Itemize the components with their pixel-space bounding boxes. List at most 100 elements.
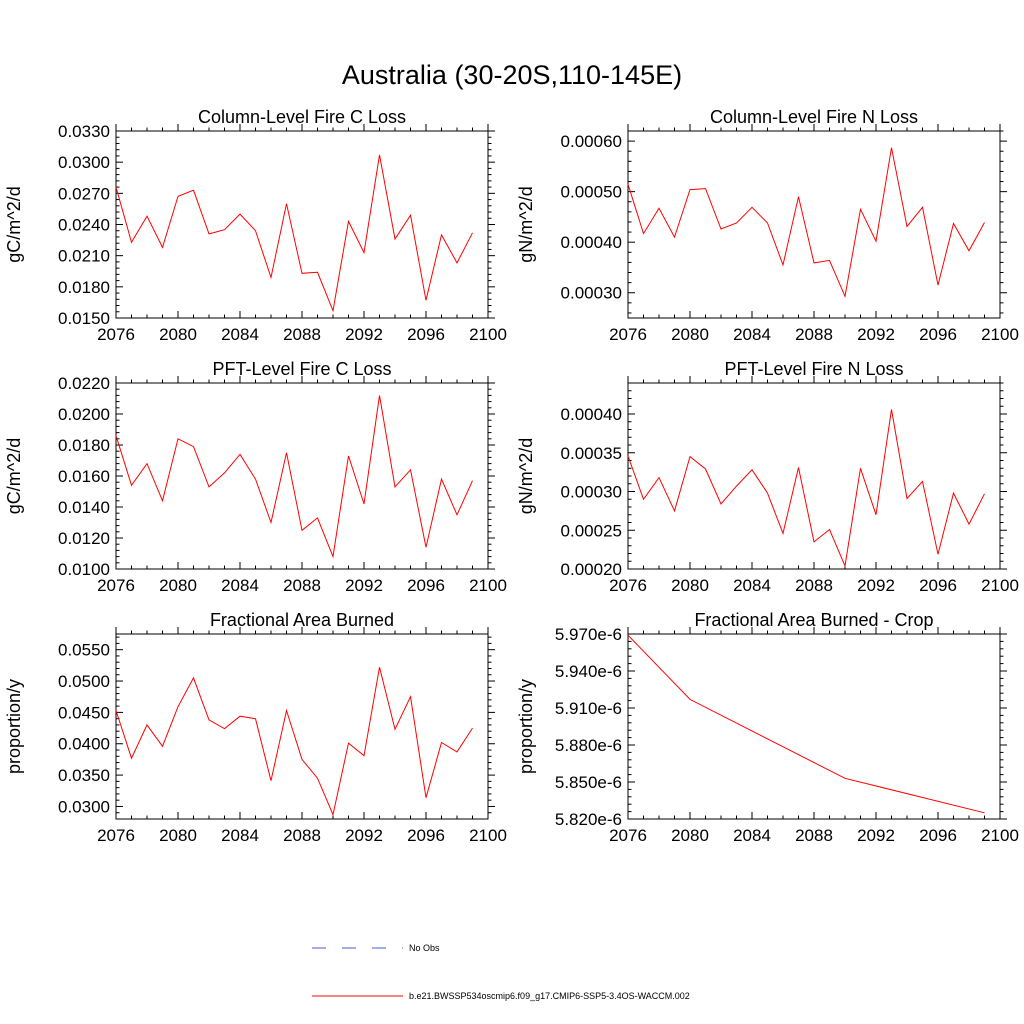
x-tick-label: 2092 (345, 576, 383, 595)
panel-title: PFT-Level Fire N Loss (724, 359, 903, 379)
series-line (115, 667, 473, 817)
plot-frame (627, 633, 1001, 820)
y-tick-label: 0.0210 (58, 247, 110, 266)
x-tick-label: 2096 (407, 325, 445, 344)
x-tick-label: 2080 (671, 826, 709, 845)
x-tick-label: 2084 (733, 325, 771, 344)
y-tick-label: 0.0200 (58, 405, 110, 424)
y-tick-label: 0.0120 (58, 529, 110, 548)
y-tick-label: 0.0100 (58, 560, 110, 579)
y-tick-label: 0.0450 (58, 703, 110, 722)
x-tick-label: 2084 (221, 826, 259, 845)
y-tick-label: 0.0180 (58, 278, 110, 297)
x-tick-label: 2096 (919, 325, 957, 344)
x-tick-label: 2092 (345, 325, 383, 344)
panel-5: Fractional Area Burned proportion/y 2076 20… (4, 610, 507, 845)
y-tick-label: 0.0150 (58, 309, 110, 328)
x-tick-label: 2092 (345, 826, 383, 845)
y-tick-label: 5.880e-6 (555, 736, 622, 755)
x-tick-label: 2100 (981, 325, 1019, 344)
x-tick-label: 2088 (795, 325, 833, 344)
y-tick-label: 0.00025 (561, 521, 622, 540)
y-tick-label: 0.0160 (58, 467, 110, 486)
plot-frame (115, 633, 489, 820)
y-tick-label: 0.0330 (58, 122, 110, 141)
y-tick-label: 0.0220 (58, 374, 110, 393)
x-tick-label: 2092 (857, 576, 895, 595)
panel-title: Fractional Area Burned - Crop (694, 610, 933, 630)
y-tick-label: 0.00030 (561, 483, 622, 502)
y-tick-label: 0.0240 (58, 216, 110, 235)
x-tick-label: 2100 (469, 826, 507, 845)
y-tick-label: 0.00035 (561, 444, 622, 463)
y-tick-label: 0.0400 (58, 735, 110, 754)
x-tick-label: 2080 (671, 325, 709, 344)
panel-6: Fractional Area Burned - Crop proportion/… (516, 610, 1019, 845)
y-axis-label: gN/m^2/d (516, 438, 536, 514)
x-tick-label: 2076 (97, 325, 135, 344)
x-tick-label: 2076 (609, 576, 647, 595)
panel-1: Column-Level Fire C Loss gC/m^2/d 2076 2080… (4, 107, 507, 344)
x-tick-label: 2080 (159, 826, 197, 845)
x-tick-label: 2076 (609, 826, 647, 845)
x-tick-label: 2096 (407, 826, 445, 845)
y-tick-label: 0.0550 (58, 641, 110, 660)
y-tick-label: 0.00040 (561, 405, 622, 424)
x-tick-label: 2084 (733, 576, 771, 595)
y-tick-label: 0.00060 (561, 132, 622, 151)
y-tick-label: 0.00050 (561, 183, 622, 202)
x-tick-label: 2076 (609, 325, 647, 344)
plot-frame (627, 130, 1001, 319)
y-tick-label: 5.850e-6 (555, 773, 622, 792)
series-line (627, 409, 985, 568)
y-tick-label: 5.940e-6 (555, 662, 622, 681)
x-tick-label: 2100 (469, 325, 507, 344)
chart-panels: Column-Level Fire C Loss gC/m^2/d 2076 2080… (4, 107, 1019, 845)
x-tick-label: 2076 (97, 826, 135, 845)
y-tick-label: 5.820e-6 (555, 810, 622, 829)
y-tick-label: 0.0350 (58, 766, 110, 785)
y-tick-label: 5.910e-6 (555, 699, 622, 718)
series-line (115, 154, 473, 313)
x-tick-label: 2076 (97, 576, 135, 595)
plot-frame (115, 382, 489, 570)
x-tick-label: 2088 (283, 826, 321, 845)
y-axis-label: proportion/y (516, 679, 536, 774)
plot-frame (115, 130, 489, 319)
x-tick-label: 2100 (981, 576, 1019, 595)
figure-title: Australia (30-20S,110-145E) (342, 60, 682, 90)
y-tick-label: 0.00030 (561, 284, 622, 303)
legend: No Obs b.e21.BWSSP534oscmip6.f09_g17.CMI… (312, 943, 690, 1001)
x-tick-label: 2084 (221, 576, 259, 595)
panel-3: PFT-Level Fire C Loss gC/m^2/d 2076 2080 208… (4, 359, 507, 595)
y-tick-label: 0.0140 (58, 498, 110, 517)
y-tick-label: 0.0270 (58, 184, 110, 203)
y-tick-label: 0.0300 (58, 797, 110, 816)
x-tick-label: 2100 (469, 576, 507, 595)
y-tick-label: 0.0180 (58, 436, 110, 455)
panel-2: Column-Level Fire N Loss gN/m^2/d 2076 2080… (516, 107, 1019, 344)
series-line (627, 634, 985, 814)
x-tick-label: 2084 (733, 826, 771, 845)
x-tick-label: 2080 (159, 576, 197, 595)
y-tick-label: 0.0500 (58, 672, 110, 691)
x-tick-label: 2084 (221, 325, 259, 344)
series-line (627, 147, 985, 299)
legend-obs-label: No Obs (409, 943, 440, 953)
x-tick-label: 2088 (283, 576, 321, 595)
x-tick-label: 2092 (857, 325, 895, 344)
x-tick-label: 2096 (407, 576, 445, 595)
y-axis-label: proportion/y (4, 679, 24, 774)
panel-title: PFT-Level Fire C Loss (212, 359, 391, 379)
legend-model-label: b.e21.BWSSP534oscmip6.f09_g17.CMIP6-SSP5… (409, 991, 690, 1001)
x-tick-label: 2080 (159, 325, 197, 344)
x-tick-label: 2096 (919, 576, 957, 595)
panel-4: PFT-Level Fire N Loss gN/m^2/d 2076 2080 208… (516, 359, 1019, 595)
panel-title: Column-Level Fire N Loss (710, 107, 918, 127)
x-tick-label: 2088 (795, 826, 833, 845)
panel-title: Fractional Area Burned (210, 610, 394, 630)
x-tick-label: 2096 (919, 826, 957, 845)
y-axis-label: gC/m^2/d (4, 186, 24, 262)
series-line (115, 395, 473, 559)
